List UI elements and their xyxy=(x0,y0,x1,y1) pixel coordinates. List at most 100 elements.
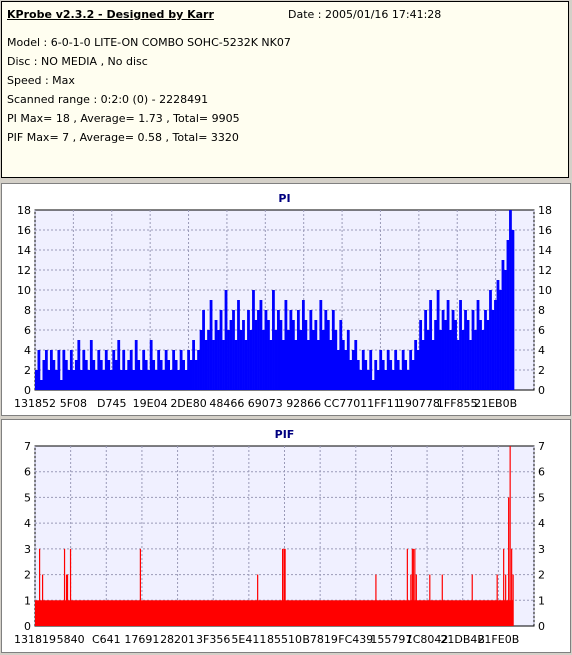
y-tick-label-left: 1 xyxy=(24,594,31,607)
pi-bar xyxy=(291,320,295,390)
pi-bar xyxy=(511,230,515,390)
pi-bar xyxy=(506,240,510,390)
pi-stats-line: PI Max= 18 , Average= 1.73 , Total= 9905 xyxy=(7,112,240,125)
pif-spike-bar xyxy=(65,574,68,626)
pi-bar xyxy=(64,360,68,390)
x-tick-label: 2DE80 xyxy=(170,397,206,410)
pi-bar xyxy=(344,350,348,390)
pi-bar xyxy=(376,370,380,390)
x-tick-label: 21EB0B xyxy=(474,397,517,410)
pi-bar xyxy=(369,350,373,390)
y-tick-label-right: 7 xyxy=(538,440,545,453)
pi-bar xyxy=(414,340,418,390)
pi-bar xyxy=(444,320,447,390)
pi-bar xyxy=(319,300,323,390)
pi-bar xyxy=(192,340,195,390)
pi-bar xyxy=(366,370,370,390)
pif-spike-bar xyxy=(284,548,286,626)
pi-bar xyxy=(494,300,497,390)
pi-bar xyxy=(197,350,200,390)
pi-bar xyxy=(229,320,233,390)
pi-bar xyxy=(122,350,126,390)
y-tick-label-left: 2 xyxy=(24,364,31,377)
pi-bar xyxy=(381,360,385,390)
pi-bar xyxy=(329,340,333,390)
x-tick-label: 69073 xyxy=(248,397,283,410)
pi-bar xyxy=(272,290,275,390)
pi-bar xyxy=(257,310,260,390)
y-tick-label-left: 6 xyxy=(24,466,31,479)
y-tick-label-right: 12 xyxy=(538,264,552,277)
x-tick-label: 190778 xyxy=(398,397,440,410)
pi-bar xyxy=(127,360,131,390)
pi-bar xyxy=(99,360,103,390)
pi-bar xyxy=(207,330,210,390)
pi-bar xyxy=(62,350,66,390)
pif-chart: PIF 0 0 1 1 2 2 3 3 4 4 5 5 6 6 7 7 131819 5840 C641 17691 28… xyxy=(14,428,545,646)
pi-bar xyxy=(501,260,505,390)
pi-bar xyxy=(476,300,480,390)
pi-bar xyxy=(361,350,365,390)
pif-chart-panel: PIF 0 0 1 1 2 2 3 3 4 4 5 5 6 6 7 7 131819 5840 C641 17691 28… xyxy=(1,419,571,653)
pi-bar xyxy=(446,300,450,390)
y-tick-label-left: 6 xyxy=(24,324,31,337)
pi-bar xyxy=(144,360,148,390)
pi-bar xyxy=(389,360,393,390)
pi-bar xyxy=(154,370,158,390)
pi-bar xyxy=(481,330,485,390)
y-tick-label-right: 4 xyxy=(538,344,545,357)
disc-line: Disc : NO MEDIA , No disc xyxy=(7,55,148,68)
pi-bar xyxy=(199,330,203,390)
pi-bar xyxy=(466,320,470,390)
pi-bar xyxy=(77,340,81,390)
pif-spike-bar xyxy=(512,574,514,626)
pif-spike-bar xyxy=(139,548,141,626)
pi-bar xyxy=(137,360,141,390)
pi-bar xyxy=(424,310,428,390)
pif-stats-line: PIF Max= 7 , Average= 0.58 , Total= 3320 xyxy=(7,131,239,144)
model-line: Model : 6-0-1-0 LITE-ON COMBO SOHC-5232K… xyxy=(7,36,291,49)
pi-bar xyxy=(384,370,388,390)
pi-bar xyxy=(354,340,358,390)
pi-bar xyxy=(334,330,338,390)
pi-bar xyxy=(336,350,340,390)
pi-bar xyxy=(371,380,375,390)
pi-bar xyxy=(47,370,51,390)
pi-bar xyxy=(217,330,220,390)
y-tick-label-right: 18 xyxy=(538,204,552,217)
pi-bar xyxy=(234,340,238,390)
x-tick-label: CC770 xyxy=(324,397,360,410)
y-tick-label-right: 2 xyxy=(538,569,545,582)
x-tick-label: 131819 xyxy=(14,633,56,646)
app-title: KProbe v2.3.2 - Designed by Karr xyxy=(7,8,214,21)
y-tick-label-left: 7 xyxy=(24,440,31,453)
pi-bar xyxy=(177,370,181,390)
pi-bar xyxy=(94,370,98,390)
pi-bar xyxy=(169,370,173,390)
pi-bar xyxy=(134,340,138,390)
pi-bar xyxy=(202,310,205,390)
y-tick-label-left: 2 xyxy=(24,569,31,582)
pi-bar xyxy=(247,310,250,390)
pi-bar xyxy=(274,330,278,390)
pi-bar xyxy=(44,350,48,390)
pi-bar xyxy=(496,280,500,390)
pif-spike-bar xyxy=(505,574,507,626)
pif-spike-bar xyxy=(471,574,473,626)
pi-bar xyxy=(469,340,472,390)
pi-bar xyxy=(296,310,300,390)
pi-bar xyxy=(69,350,73,390)
pi-bar xyxy=(471,310,475,390)
x-tick-label: FC439 xyxy=(338,633,373,646)
x-tick-label: 21FE0B xyxy=(477,633,519,646)
pif-spike-bar xyxy=(63,548,66,626)
pi-bar xyxy=(37,350,41,390)
pi-bar xyxy=(57,350,61,390)
pi-bar xyxy=(499,290,502,390)
pi-bar xyxy=(289,310,293,390)
pi-bar xyxy=(294,340,298,390)
x-tick-label: 1C8042 xyxy=(406,633,449,646)
pi-bar xyxy=(87,370,91,390)
pi-bar xyxy=(35,370,38,390)
pi-bar xyxy=(509,210,512,390)
